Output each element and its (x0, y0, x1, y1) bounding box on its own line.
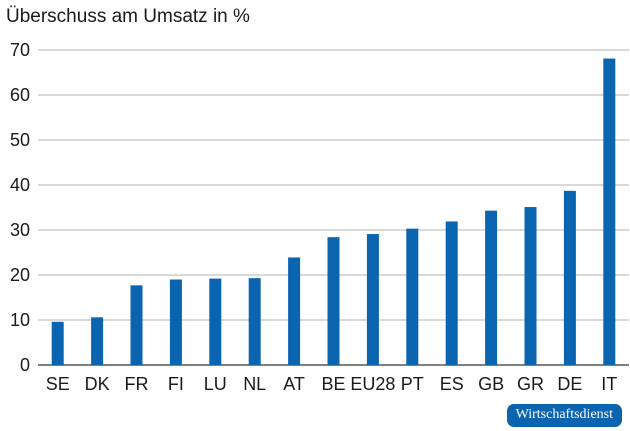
y-tick-label: 40 (10, 175, 30, 195)
bar-eu28 (366, 234, 379, 365)
bar-gr (524, 207, 537, 365)
bar-nl (248, 278, 261, 365)
source-badge: Wirtschaftsdienst (506, 404, 622, 427)
x-category-label: IT (601, 374, 617, 394)
x-category-label: DK (85, 374, 110, 394)
bar-de (563, 190, 576, 365)
bar-es (445, 221, 458, 365)
bar-be (327, 237, 340, 365)
bar-lu (209, 278, 222, 365)
x-category-label: LU (204, 374, 227, 394)
x-category-label: SE (46, 374, 70, 394)
x-category-label: DE (557, 374, 582, 394)
bar-fr (130, 285, 143, 365)
x-category-label: EU28 (350, 374, 395, 394)
x-category-label: ES (440, 374, 464, 394)
y-tick-label: 60 (10, 85, 30, 105)
bars (51, 58, 616, 366)
y-axis-tick-labels: 0 10 20 30 40 50 60 70 (10, 40, 30, 375)
x-category-label: FR (125, 374, 149, 394)
bar-gb (485, 210, 498, 365)
bar-fi (169, 279, 182, 365)
x-category-label: AT (283, 374, 305, 394)
x-axis-category-labels: SE DK FR FI LU NL AT BE EU28 PT ES GB GR DE IT (46, 374, 618, 394)
x-category-label: BE (321, 374, 345, 394)
bar-at (288, 257, 301, 365)
bar-dk (91, 317, 104, 365)
bar-it (603, 58, 616, 366)
x-category-label: NL (243, 374, 266, 394)
y-tick-label: 70 (10, 40, 30, 60)
y-tick-label: 10 (10, 310, 30, 330)
x-category-label: GB (478, 374, 504, 394)
chart-title: Überschuss am Umsatz in % (6, 6, 250, 27)
x-category-label: FI (168, 374, 184, 394)
bar-pt (406, 228, 419, 365)
x-category-label: GR (517, 374, 544, 394)
y-tick-label: 30 (10, 220, 30, 240)
y-tick-label: 0 (20, 355, 30, 375)
y-tick-label: 50 (10, 130, 30, 150)
x-category-label: PT (401, 374, 424, 394)
bar-se (51, 321, 64, 365)
y-tick-label: 20 (10, 265, 30, 285)
